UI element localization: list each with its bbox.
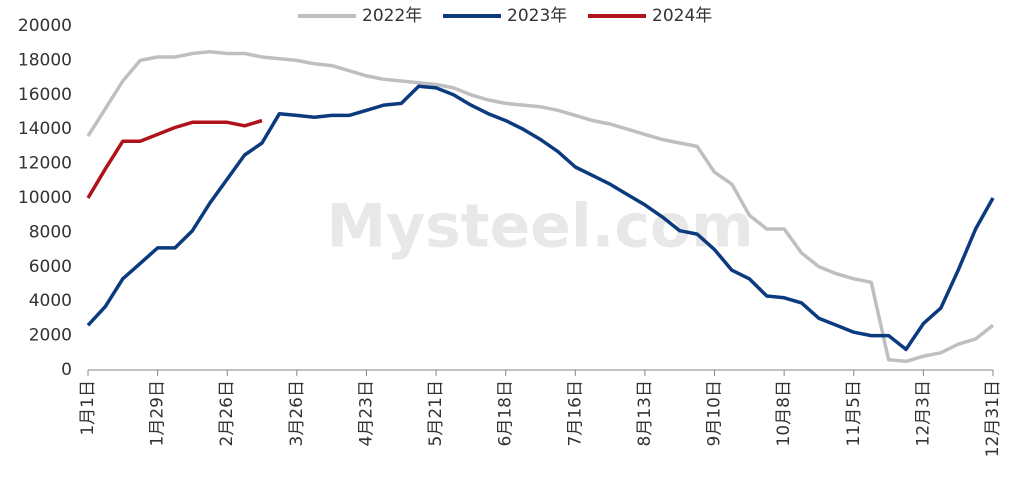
x-tick-label: 8月13日	[635, 380, 655, 446]
y-tick-label: 10000	[18, 188, 72, 208]
y-tick-label: 16000	[18, 85, 72, 105]
y-tick-label: 8000	[29, 222, 72, 242]
x-tick-label: 10月8日	[774, 380, 794, 446]
x-tick-label: 9月10日	[705, 380, 725, 446]
legend-label: 2024年	[652, 6, 712, 26]
y-tick-label: 2000	[29, 326, 72, 346]
series-line	[86, 118, 263, 199]
y-tick-label: 14000	[18, 119, 72, 139]
y-tick-label: 6000	[29, 257, 72, 277]
x-tick-label: 6月18日	[496, 380, 516, 446]
y-tick-label: 0	[61, 360, 72, 380]
legend-label: 2022年	[362, 6, 422, 26]
y-tick-label: 4000	[29, 291, 72, 311]
x-tick-label: 7月16日	[565, 380, 585, 446]
series-line	[86, 84, 995, 352]
x-tick-label: 4月23日	[356, 380, 376, 446]
x-tick-label: 11月5日	[844, 380, 864, 446]
legend-label: 2023年	[507, 6, 567, 26]
x-tick-label: 1月29日	[148, 380, 168, 446]
series-line	[86, 50, 995, 364]
x-tick-label: 12月3日	[913, 380, 933, 446]
x-tick-label: 5月21日	[426, 380, 446, 446]
y-tick-label: 12000	[18, 154, 72, 174]
watermark: Mysteel.com	[326, 192, 753, 262]
y-tick-label: 18000	[18, 50, 72, 70]
x-tick-label: 1月1日	[78, 380, 98, 436]
y-tick-label: 20000	[18, 16, 72, 36]
x-tick-label: 12月31日	[983, 380, 1003, 457]
x-tick-label: 2月26日	[217, 380, 237, 446]
x-tick-label: 3月26日	[287, 380, 307, 446]
